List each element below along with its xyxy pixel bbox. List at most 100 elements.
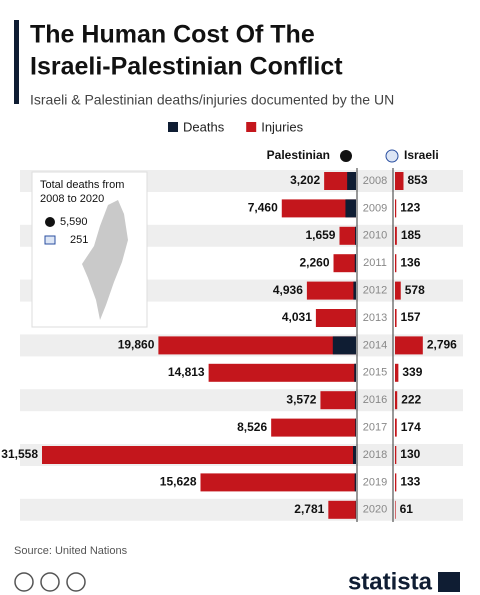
license-icons bbox=[14, 572, 86, 592]
title-accent bbox=[14, 20, 19, 104]
bar-israeli bbox=[395, 199, 397, 218]
bar-deaths bbox=[354, 254, 356, 273]
flag-icon bbox=[340, 150, 352, 162]
value-label: 174 bbox=[401, 420, 421, 434]
bar-palestinian bbox=[158, 336, 356, 355]
bar-palestinian bbox=[281, 199, 356, 218]
bar-deaths bbox=[355, 226, 356, 245]
bar-israeli bbox=[395, 336, 423, 355]
bar-deaths bbox=[354, 363, 356, 382]
left-header: Palestinian bbox=[267, 148, 330, 162]
bar-israeli bbox=[395, 254, 397, 273]
inset-value: 251 bbox=[70, 234, 88, 246]
bar-deaths bbox=[353, 281, 356, 300]
bar-israeli bbox=[395, 391, 398, 410]
bar-israeli bbox=[395, 226, 397, 245]
brand: statista bbox=[348, 568, 433, 595]
flag-icon bbox=[385, 149, 399, 163]
inset-title: Total deaths from bbox=[40, 179, 124, 191]
bar-israeli bbox=[395, 473, 397, 492]
bar-palestinian bbox=[306, 281, 356, 300]
value-label: 339 bbox=[402, 365, 422, 379]
inset: Total deaths from 2008 to 2020 5,590 251 bbox=[31, 171, 148, 328]
value-label: 157 bbox=[401, 310, 421, 324]
right-header: Israeli bbox=[404, 148, 439, 162]
bar-deaths bbox=[354, 391, 356, 410]
bar-israeli bbox=[395, 172, 404, 190]
value-label: 2,796 bbox=[427, 338, 457, 352]
bar-palestinian bbox=[315, 309, 356, 327]
flag-icon bbox=[44, 235, 56, 245]
year-label: 2019 bbox=[363, 476, 387, 488]
year-label: 2014 bbox=[363, 339, 387, 351]
value-label: 2,781 bbox=[294, 502, 324, 516]
year-label: 2008 bbox=[363, 175, 387, 187]
legend-swatch bbox=[168, 122, 178, 132]
value-label: 185 bbox=[401, 228, 421, 242]
value-label: 2,260 bbox=[299, 255, 329, 269]
value-label: 578 bbox=[405, 283, 425, 297]
value-label: 853 bbox=[407, 173, 427, 187]
value-label: 15,628 bbox=[160, 475, 197, 489]
value-label: 222 bbox=[401, 392, 421, 406]
year-label: 2013 bbox=[363, 312, 387, 324]
value-label: 133 bbox=[400, 475, 420, 489]
bar-palestinian bbox=[42, 446, 356, 464]
legend-label: Deaths bbox=[183, 119, 225, 134]
bar-israeli bbox=[395, 281, 401, 300]
value-label: 130 bbox=[400, 447, 420, 461]
value-label: 3,202 bbox=[290, 173, 320, 187]
bar-palestinian bbox=[333, 254, 356, 273]
flag-icon bbox=[45, 217, 55, 227]
value-label: 3,572 bbox=[286, 392, 316, 406]
bar-deaths bbox=[355, 418, 356, 437]
inset-value: 5,590 bbox=[60, 216, 88, 228]
bar-israeli bbox=[395, 446, 397, 464]
bar-palestinian bbox=[200, 473, 356, 492]
bar-palestinian bbox=[271, 418, 356, 437]
year-label: 2010 bbox=[363, 230, 387, 242]
value-label: 31,558 bbox=[1, 447, 38, 461]
value-label: 136 bbox=[400, 255, 420, 269]
year-label: 2015 bbox=[363, 367, 387, 379]
year-label: 2016 bbox=[363, 394, 387, 406]
bar-israeli bbox=[395, 500, 396, 519]
brand-icon bbox=[438, 572, 460, 592]
year-label: 2009 bbox=[363, 202, 387, 214]
value-label: 4,031 bbox=[282, 310, 312, 324]
year-label: 2017 bbox=[363, 422, 387, 434]
value-label: 14,813 bbox=[168, 365, 205, 379]
bar-deaths bbox=[332, 336, 356, 355]
legend-swatch bbox=[246, 122, 257, 132]
map-shape bbox=[82, 200, 128, 320]
value-label: 123 bbox=[400, 201, 420, 215]
bar-palestinian bbox=[208, 363, 356, 382]
value-label: 8,526 bbox=[237, 420, 267, 434]
value-label: 4,936 bbox=[273, 283, 303, 297]
bar-deaths bbox=[345, 199, 356, 218]
value-label: 19,860 bbox=[118, 338, 155, 352]
value-label: 61 bbox=[400, 502, 414, 516]
chart-subtitle: Israeli & Palestinian deaths/injuries do… bbox=[30, 92, 394, 108]
legend-label: Injuries bbox=[261, 119, 303, 134]
year-label: 2012 bbox=[363, 285, 387, 297]
inset-box bbox=[31, 171, 148, 328]
icon bbox=[14, 572, 34, 592]
chart-title: Israeli-Palestinian Conflict bbox=[30, 53, 343, 81]
bar-palestinian bbox=[320, 391, 356, 410]
inset-title: 2008 to 2020 bbox=[40, 193, 104, 205]
year-label: 2018 bbox=[363, 449, 387, 461]
row-band bbox=[20, 498, 463, 521]
icon bbox=[66, 572, 86, 592]
chart-title: The Human Cost Of The bbox=[30, 21, 315, 49]
source: Source: United Nations bbox=[14, 545, 128, 557]
bar-israeli bbox=[395, 363, 399, 382]
value-label: 1,659 bbox=[305, 228, 335, 242]
icon bbox=[40, 572, 60, 592]
bar-deaths bbox=[354, 473, 356, 492]
bar-deaths bbox=[347, 172, 356, 190]
bar-deaths bbox=[353, 446, 356, 464]
bar-palestinian bbox=[339, 226, 356, 245]
bar-palestinian bbox=[328, 500, 356, 519]
